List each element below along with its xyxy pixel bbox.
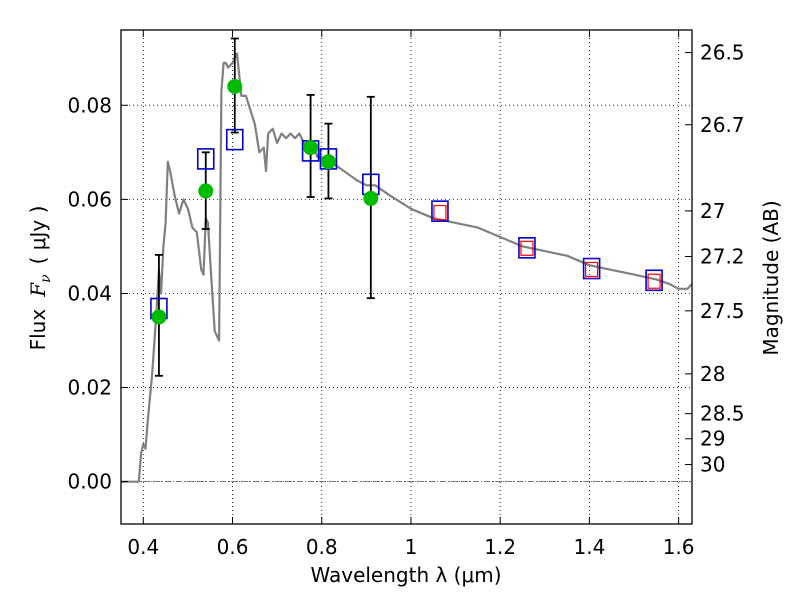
model-sed-series [121, 52, 693, 483]
y2-axis-label: Magnitude (AB) [759, 200, 783, 355]
y-tick-label-1: 0.02 [67, 376, 112, 400]
observed-point-4 [320, 154, 336, 170]
tick-marks [121, 30, 692, 524]
x-tick-labels: 0.4 0.6 0.8 1 1.2 1.4 1.6 [127, 535, 694, 559]
nir-point-0 [433, 204, 447, 221]
synthetic-point-6 [431, 200, 449, 222]
synthetic-point-8 [582, 257, 601, 280]
synthetic-point-1 [196, 148, 215, 170]
synthetic-point-7 [518, 237, 536, 259]
mag-tick-label-1: 26.7 [700, 113, 745, 137]
y-tick-labels: 0.00 0.02 0.04 0.06 0.08 [67, 93, 112, 493]
y-axis-label: Flux Fν ( μJy ) [26, 206, 54, 351]
nir-point-1 [520, 240, 534, 256]
mag-tick-label-7: 29 [700, 427, 725, 451]
x-tick-label-5: 1.4 [573, 535, 605, 559]
nir-point-3 [647, 273, 661, 289]
y-axis-label-nu: ν [38, 274, 54, 283]
synthetic-point-2 [225, 128, 244, 151]
y-axis-label-unit: ( μJy ) [26, 206, 50, 265]
x-tick-label-3: 1 [405, 535, 418, 559]
synthetic-point-9 [645, 269, 663, 292]
nir-point-2 [585, 261, 599, 278]
x-tick-label-2: 0.8 [306, 535, 338, 559]
mag-tick-label-6: 28.5 [700, 402, 745, 426]
x-tick-label-6: 1.6 [663, 535, 695, 559]
mag-tick-label-2: 27 [700, 199, 725, 223]
observed-point-1 [198, 183, 214, 199]
mag-tick-label-0: 26.5 [700, 41, 745, 65]
y-tick-label-2: 0.04 [67, 281, 112, 305]
mag-tick-label-3: 27.2 [700, 244, 745, 268]
x-tick-label-1: 0.6 [217, 535, 249, 559]
x-tick-label-0: 0.4 [127, 535, 159, 559]
observed-point-2 [227, 78, 243, 94]
marker-group [150, 78, 663, 325]
observed-point-3 [303, 140, 319, 156]
mag-tick-label-4: 27.5 [700, 299, 745, 323]
observed-point-0 [151, 309, 167, 325]
mag-tick-label-8: 30 [700, 453, 725, 477]
y-tick-label-0: 0.00 [67, 470, 112, 494]
y-tick-label-3: 0.06 [67, 187, 112, 211]
x-axis-label: Wavelength λ (μm) [310, 563, 501, 587]
model-sed-line [121, 52, 693, 483]
observed-point-5 [363, 190, 379, 206]
y-axis-label-f: F [26, 282, 50, 298]
y-tick-label-4: 0.08 [67, 93, 112, 117]
y-axis-label-flux: Flux [26, 309, 50, 351]
x-tick-label-4: 1.2 [484, 535, 516, 559]
plot-frame [120, 29, 693, 525]
mag-tick-label-5: 28 [700, 362, 725, 386]
